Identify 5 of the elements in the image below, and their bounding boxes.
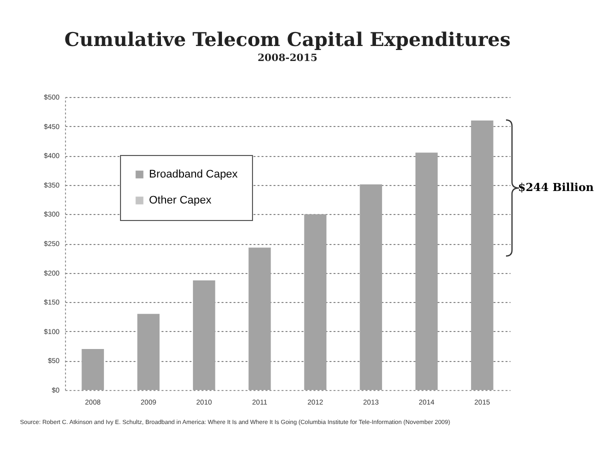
- chart-title: Cumulative Telecom Capital Expenditures: [64, 29, 511, 51]
- chart-subtitle: 2008-2015: [258, 53, 318, 64]
- text: $244 Billion: [518, 181, 594, 194]
- legend-label: Broadband Capex: [149, 168, 238, 180]
- legend-label: Other Capex: [149, 194, 212, 206]
